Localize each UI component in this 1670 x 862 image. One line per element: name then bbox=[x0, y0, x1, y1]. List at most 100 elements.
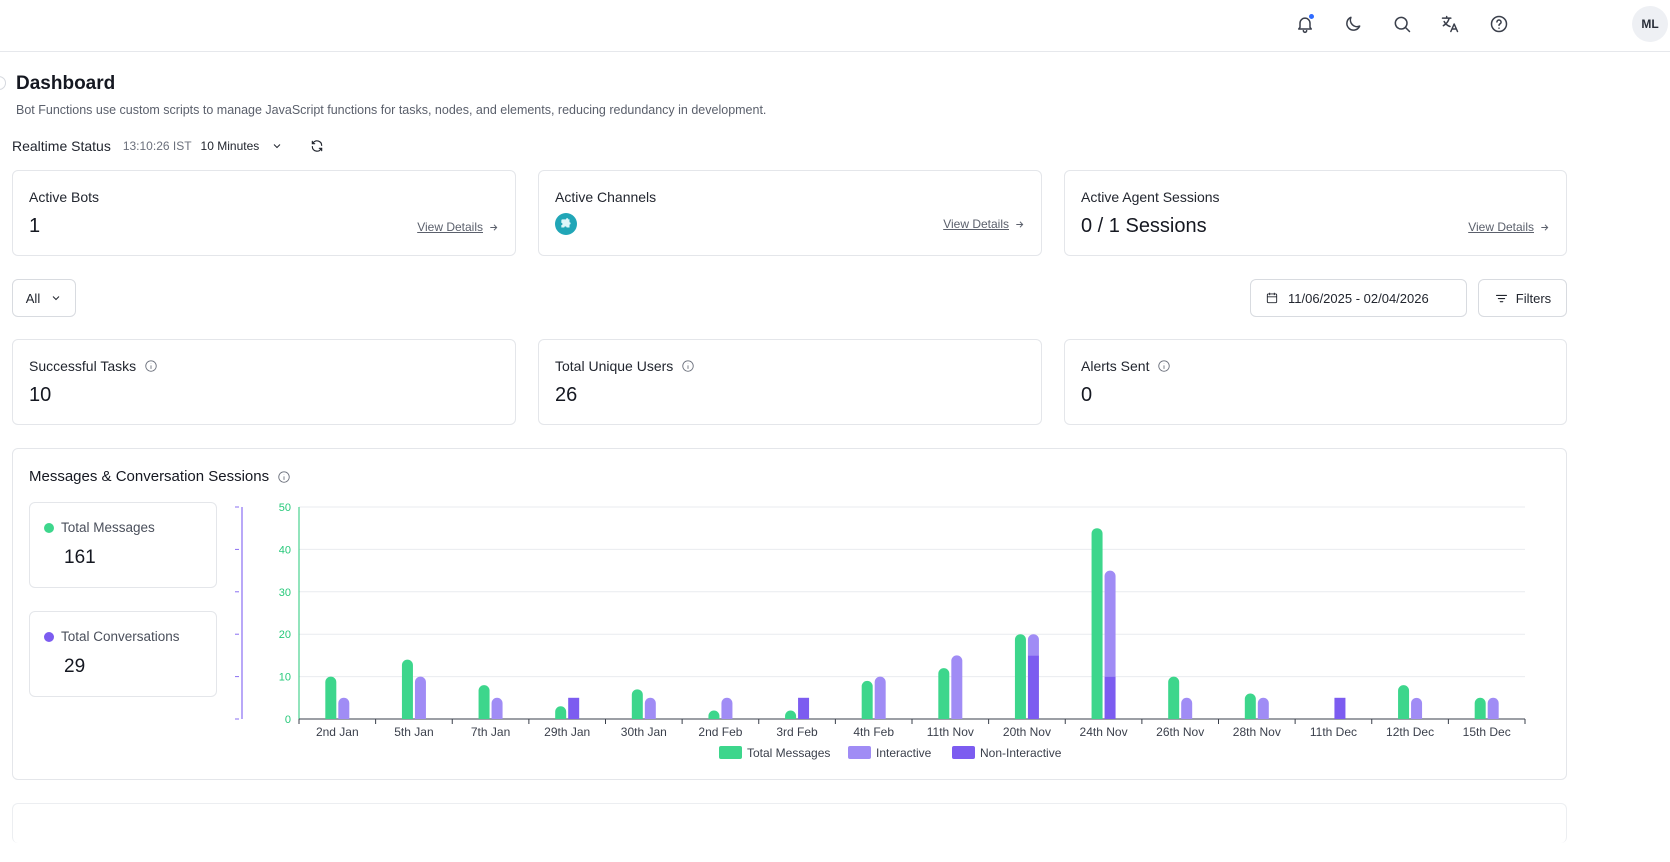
legend-label: Non-Interactive bbox=[980, 746, 1062, 760]
total-messages-dot bbox=[44, 522, 54, 533]
alerts-sent-card: Alerts Sent 0 bbox=[1064, 339, 1567, 425]
sidebar-toggle-handle[interactable] bbox=[0, 76, 6, 90]
total-conversations-dot bbox=[44, 631, 54, 642]
bar-total-messages bbox=[708, 710, 720, 719]
x-tick-label: 20th Nov bbox=[1003, 725, 1051, 739]
successful-tasks-value: 10 bbox=[29, 384, 52, 406]
help-button[interactable] bbox=[1481, 6, 1517, 42]
scope-dropdown[interactable]: All bbox=[12, 279, 76, 317]
bar-interactive bbox=[338, 697, 350, 719]
interval-value: 10 Minutes bbox=[200, 139, 260, 153]
bar-interactive bbox=[721, 697, 733, 719]
total-conversations-label: Total Conversations bbox=[61, 629, 180, 644]
top-bar: ML bbox=[0, 0, 1670, 52]
bar-total-messages bbox=[1474, 697, 1486, 719]
active-bots-value: 1 bbox=[29, 215, 41, 237]
active-bots-card: Active Bots 1 View Details bbox=[12, 170, 516, 256]
bar-interactive bbox=[1027, 634, 1039, 656]
chevron-down-icon bbox=[273, 144, 281, 149]
bar-interactive bbox=[1104, 570, 1116, 677]
x-tick-label: 5th Jan bbox=[394, 725, 433, 739]
arrow-right-icon bbox=[1541, 223, 1549, 231]
interval-dropdown[interactable]: 10 Minutes bbox=[201, 139, 284, 153]
x-tick-label: 11th Dec bbox=[1310, 725, 1357, 739]
y-tick-label: 10 bbox=[279, 672, 291, 684]
info-icon[interactable] bbox=[1157, 359, 1171, 373]
alerts-sent-value: 0 bbox=[1081, 384, 1093, 406]
bar-total-messages bbox=[555, 706, 567, 719]
bar-interactive bbox=[644, 697, 656, 719]
agent-sessions-title: Active Agent Sessions bbox=[1081, 189, 1220, 205]
total-conversations-value: 29 bbox=[64, 656, 86, 677]
user-avatar[interactable]: ML bbox=[1632, 6, 1668, 42]
x-tick-label: 12th Dec bbox=[1386, 725, 1434, 739]
page-description: Bot Functions use custom scripts to mana… bbox=[16, 103, 767, 117]
info-icon[interactable] bbox=[277, 470, 291, 484]
bar-interactive bbox=[1181, 697, 1193, 719]
bar-non-interactive bbox=[798, 697, 810, 719]
x-tick-label: 15th Dec bbox=[1463, 725, 1511, 739]
chevron-down-icon bbox=[52, 296, 60, 301]
language-button[interactable] bbox=[1432, 6, 1468, 42]
date-range-picker[interactable]: 11/06/2025 - 02/04/2026 bbox=[1250, 279, 1467, 317]
x-tick-label: 29th Jan bbox=[544, 725, 590, 739]
total-messages-stat: Total Messages 161 bbox=[29, 502, 217, 588]
translate-icon bbox=[1441, 15, 1459, 33]
moon-icon bbox=[1346, 16, 1361, 31]
bar-total-messages bbox=[1168, 676, 1180, 719]
active-bots-view-details-link[interactable]: View Details bbox=[417, 220, 499, 234]
legend-swatch bbox=[952, 746, 975, 759]
messages-sessions-card: Messages & Conversation Sessions Total M… bbox=[12, 448, 1567, 780]
theme-toggle-button[interactable] bbox=[1335, 6, 1371, 42]
realtime-time: 13:10:26 IST bbox=[122, 139, 192, 153]
page-title: Dashboard bbox=[16, 73, 116, 94]
x-tick-label: 2nd Jan bbox=[316, 725, 359, 739]
realtime-status-label: Realtime Status bbox=[12, 138, 111, 154]
bar-non-interactive bbox=[568, 697, 580, 719]
bar-total-messages bbox=[1244, 693, 1256, 719]
arrow-right-icon bbox=[1016, 220, 1024, 228]
bar-non-interactive bbox=[1027, 655, 1039, 719]
y-tick-label: 30 bbox=[279, 587, 291, 599]
active-channels-card: Active Channels View Details bbox=[538, 170, 1042, 256]
total-conversations-stat: Total Conversations 29 bbox=[29, 611, 217, 697]
notification-dot bbox=[1308, 13, 1315, 20]
active-channels-view-details-link[interactable]: View Details bbox=[943, 217, 1025, 231]
unique-users-title-row: Total Unique Users bbox=[555, 358, 695, 374]
notification-button[interactable] bbox=[1287, 6, 1323, 42]
y-tick-label: 20 bbox=[279, 629, 291, 641]
bar-total-messages bbox=[1091, 528, 1103, 719]
filter-lines-icon bbox=[1495, 294, 1507, 302]
puzzle-channel-icon bbox=[555, 213, 577, 235]
bar-interactive bbox=[414, 676, 426, 719]
total-messages-label: Total Messages bbox=[61, 520, 155, 535]
unique-users-title: Total Unique Users bbox=[555, 358, 674, 374]
agent-sessions-view-details-link[interactable]: View Details bbox=[1468, 220, 1550, 234]
bar-total-messages bbox=[631, 689, 643, 719]
messages-sessions-title: Messages & Conversation Sessions bbox=[29, 468, 270, 485]
next-section-card bbox=[12, 803, 1567, 843]
legend-label: Total Messages bbox=[747, 746, 830, 760]
bar-interactive bbox=[874, 676, 886, 719]
y-tick-label: 0 bbox=[285, 714, 291, 726]
search-button[interactable] bbox=[1384, 6, 1420, 42]
x-tick-label: 24th Nov bbox=[1080, 725, 1128, 739]
bar-total-messages bbox=[325, 676, 337, 719]
view-details-label: View Details bbox=[943, 217, 1009, 231]
bar-total-messages bbox=[401, 659, 413, 719]
help-icon bbox=[1490, 15, 1508, 33]
active-bots-title: Active Bots bbox=[29, 189, 100, 205]
view-details-label: View Details bbox=[417, 220, 483, 234]
date-range-value: 11/06/2025 - 02/04/2026 bbox=[1288, 290, 1429, 306]
info-icon[interactable] bbox=[681, 359, 695, 373]
calendar-icon bbox=[1266, 292, 1278, 304]
x-tick-label: 4th Feb bbox=[853, 725, 894, 739]
bar-non-interactive bbox=[1334, 697, 1346, 719]
info-icon[interactable] bbox=[144, 359, 158, 373]
bell-icon bbox=[1298, 17, 1312, 34]
filters-button[interactable]: Filters bbox=[1478, 279, 1567, 317]
refresh-button[interactable] bbox=[309, 138, 325, 154]
bar-interactive bbox=[1487, 697, 1499, 719]
bar-total-messages bbox=[785, 710, 797, 719]
successful-tasks-title: Successful Tasks bbox=[29, 358, 137, 374]
